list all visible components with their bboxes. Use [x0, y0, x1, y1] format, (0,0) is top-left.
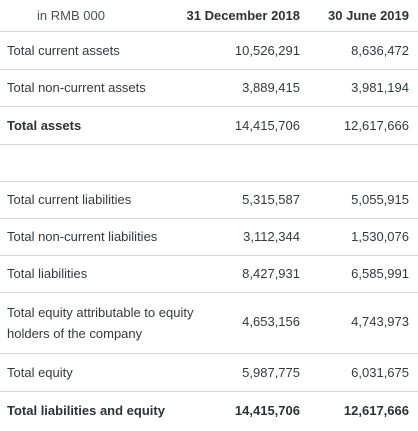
table-row-total-assets: Total assets 14,415,706 12,617,666 — [0, 107, 418, 145]
row-value-jun-2019: 3,981,194 — [351, 80, 409, 95]
row-value-jun-2019: 5,055,915 — [351, 192, 409, 207]
row-label: Total non-current liabilities — [7, 229, 158, 244]
spacer-row — [0, 145, 418, 182]
row-value-dec-2018: 8,427,931 — [242, 266, 300, 281]
table-header: in RMB 000 31 December 2018 30 June 2019 — [0, 0, 418, 32]
row-label: Total liabilities — [7, 266, 88, 281]
row-label: Total assets — [7, 117, 82, 133]
unit-label: in RMB 000 — [37, 7, 105, 23]
row-value-dec-2018: 3,889,415 — [242, 80, 300, 95]
row-label: Total liabilities and equity — [7, 403, 165, 418]
row-value-dec-2018: 5,987,775 — [242, 364, 300, 380]
row-label: Total current liabilities — [7, 192, 132, 207]
row-label: Total non-current assets — [7, 80, 146, 95]
row-value-dec-2018: 5,315,587 — [242, 192, 300, 207]
row-value-jun-2019: 12,617,666 — [343, 117, 409, 133]
row-value-dec-2018: 4,653,156 — [242, 314, 300, 329]
row-label: Total equity — [7, 364, 73, 380]
row-value-dec-2018: 3,112,344 — [243, 229, 300, 244]
table-row: Total current assets 10,526,291 8,636,47… — [0, 32, 418, 70]
table-row: Total non-current assets 3,889,415 3,981… — [0, 70, 418, 107]
row-value-jun-2019: 12,617,666 — [343, 403, 409, 418]
row-value-jun-2019: 6,031,675 — [351, 364, 409, 380]
table-row: Total equity 5,987,775 6,031,675 — [0, 354, 418, 392]
column-header-jun-2019: 30 June 2019 — [328, 7, 409, 23]
row-value-jun-2019: 6,585,991 — [351, 266, 409, 281]
table-row-total-liabilities-equity: Total liabilities and equity 14,415,706 … — [0, 392, 418, 430]
row-value-dec-2018: 14,415,706 — [234, 403, 300, 418]
table-row: Total non-current liabilities 3,112,344 … — [0, 219, 418, 256]
column-header-dec-2018: 31 December 2018 — [186, 7, 300, 23]
row-value-dec-2018: 10,526,291 — [234, 42, 300, 58]
row-value-jun-2019: 1,530,076 — [351, 229, 409, 244]
row-value-jun-2019: 4,743,973 — [351, 314, 409, 329]
table-row: Total equity attributable to equity hold… — [0, 293, 418, 354]
row-label: Total equity attributable to equity hold… — [7, 305, 194, 341]
row-label: Total current assets — [7, 42, 120, 58]
table-row: Total liabilities 8,427,931 6,585,991 — [0, 256, 418, 293]
table-row: Total current liabilities 5,315,587 5,05… — [0, 182, 418, 219]
row-value-dec-2018: 14,415,706 — [234, 117, 300, 133]
row-value-jun-2019: 8,636,472 — [351, 42, 409, 58]
